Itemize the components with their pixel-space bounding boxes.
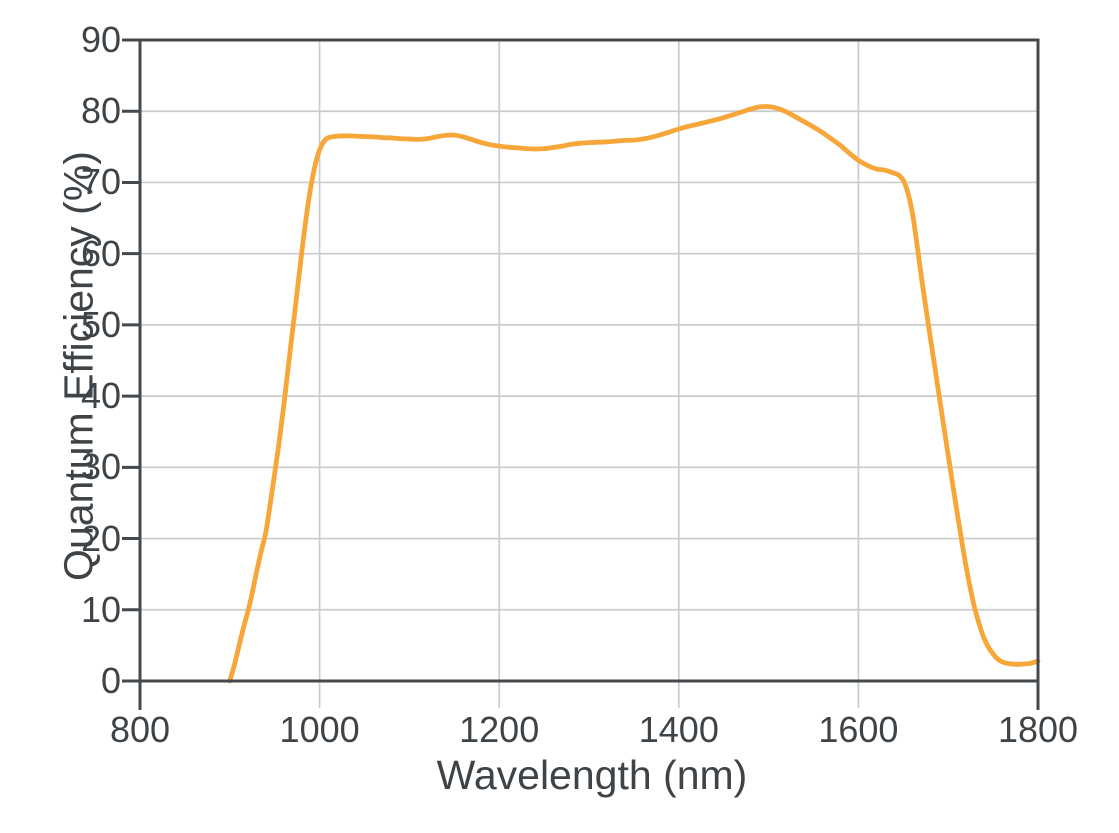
x-tick-label-1000: 1000 xyxy=(279,709,360,750)
y-tick-label-90: 90 xyxy=(80,19,121,60)
y-tick-label-30: 30 xyxy=(80,446,121,488)
y-tick-label-70: 70 xyxy=(80,161,121,203)
x-tick-label-1400: 1400 xyxy=(638,709,719,750)
y-tick-label-50: 50 xyxy=(80,303,121,345)
y-axis-title: Quantum Efficiency (%) xyxy=(55,151,102,581)
y-tick-label-40: 40 xyxy=(80,375,121,417)
y-tick-label-10: 10 xyxy=(80,588,121,630)
qe-curve xyxy=(227,104,1041,684)
x-tick-label-1200: 1200 xyxy=(459,709,540,750)
x-axis-title: Wavelength (nm) xyxy=(436,752,748,798)
y-tick-label-60: 60 xyxy=(80,232,121,274)
x-tick-label-1800: 1800 xyxy=(997,709,1079,750)
y-tick-label-80: 80 xyxy=(80,90,121,132)
y-tick-label-20: 20 xyxy=(80,517,121,559)
x-tick-label-1600: 1600 xyxy=(818,709,899,750)
x-tick-label-800: 800 xyxy=(109,709,171,750)
y-tick-label-0: 0 xyxy=(100,660,121,701)
